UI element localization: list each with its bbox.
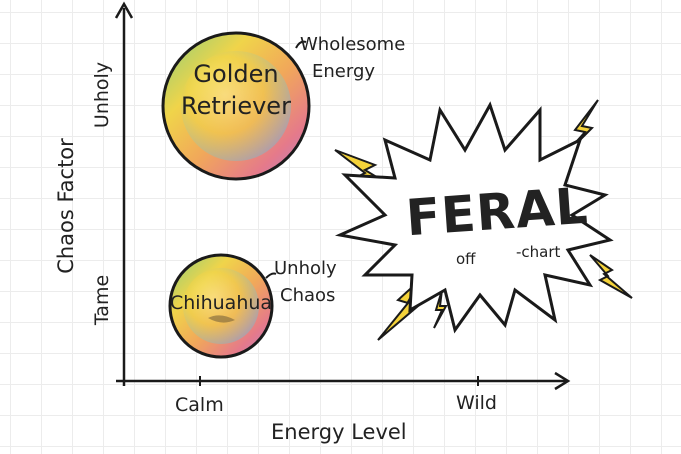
bolt-icon xyxy=(433,289,448,329)
x-axis xyxy=(116,371,571,391)
x-axis-title: Energy Level xyxy=(271,420,407,444)
x-axis-high-label: Wild xyxy=(456,392,497,414)
golden-retriever-label-1: Golden xyxy=(193,60,279,88)
chihuahua-label: Chihuahua xyxy=(170,292,273,314)
golden-retriever-note-2: Energy xyxy=(312,61,376,82)
feral-starburst xyxy=(334,101,614,334)
y-axis xyxy=(114,1,134,386)
chihuahua-note-2: Chaos xyxy=(280,285,336,306)
feral-sub-2: -chart xyxy=(516,243,561,261)
y-axis-high-label: Unholy xyxy=(91,61,113,129)
y-axis-low-label: Tame xyxy=(91,274,113,326)
golden-retriever-bubble xyxy=(161,31,311,181)
bolt-icon xyxy=(589,254,633,299)
feral-sub-1: off xyxy=(456,250,476,268)
golden-retriever-note-1: Wholesome xyxy=(300,34,406,55)
chihuahua-note-1: Unholy xyxy=(274,258,337,279)
y-axis-title: Chaos Factor xyxy=(54,138,78,274)
golden-retriever-label-2: Retriever xyxy=(181,92,291,120)
x-axis-low-label: Calm xyxy=(175,394,224,416)
chihuahua-bubble xyxy=(168,253,277,359)
